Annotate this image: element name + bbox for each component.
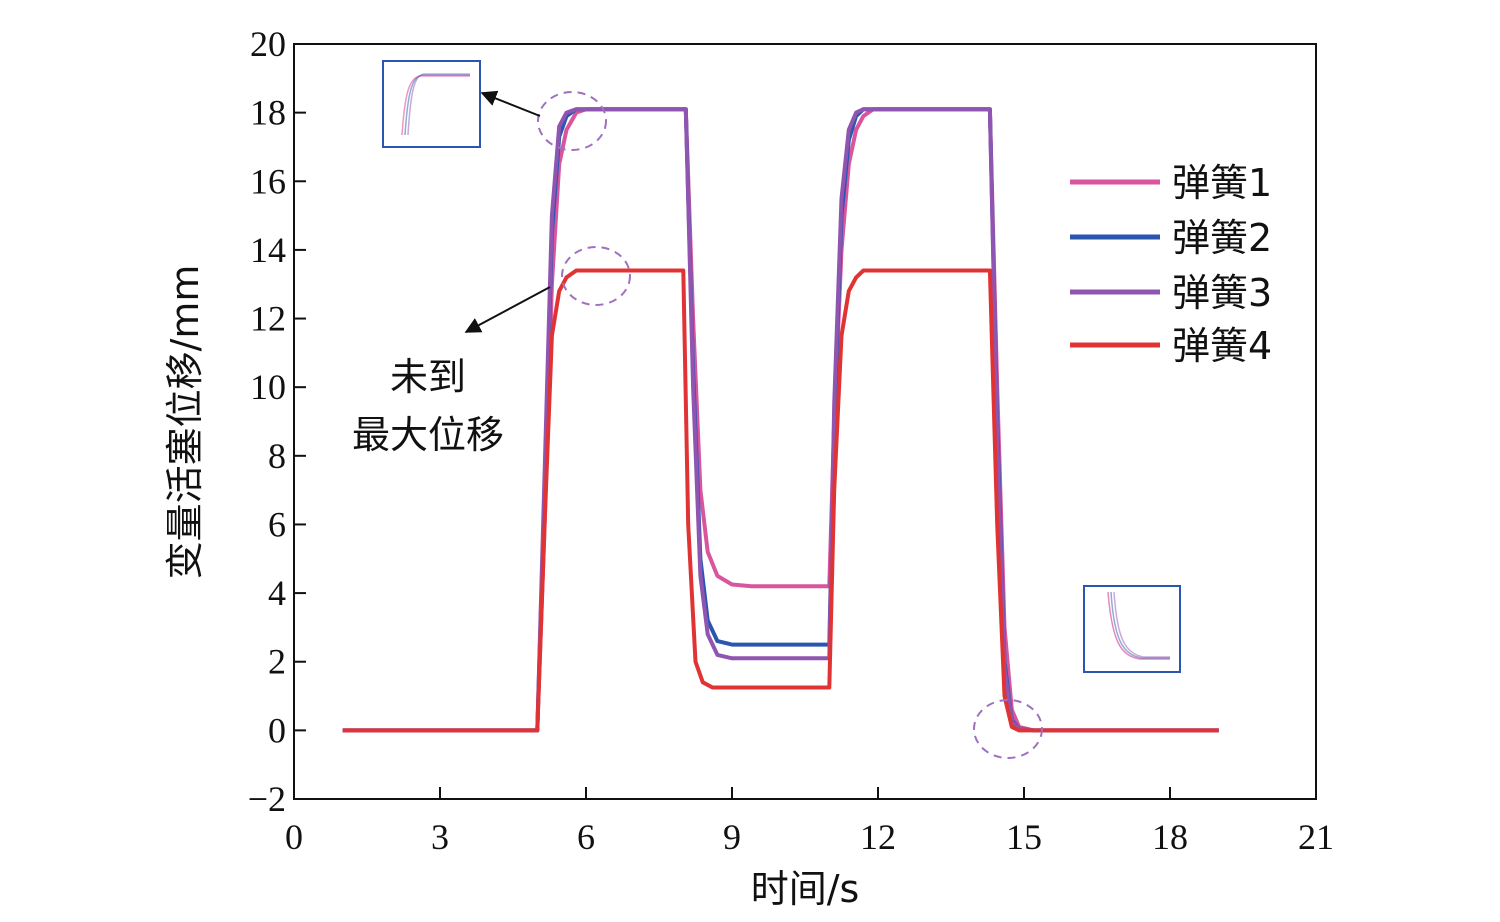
y-tick-label: 0 <box>268 710 286 750</box>
legend: 弹簧1 弹簧2 弹簧3 弹簧4 <box>1070 161 1272 368</box>
highlight-circle-peak <box>537 91 607 151</box>
y-tick-label: 12 <box>250 299 286 339</box>
annotation-line2: 最大位移 <box>352 413 504 457</box>
x-tick-label: 21 <box>1298 817 1334 857</box>
x-tick-label: 12 <box>860 817 896 857</box>
y-tick-label: 2 <box>268 642 286 682</box>
y-tick-label: 8 <box>268 436 286 476</box>
arrow-to-inset <box>480 90 541 117</box>
y-tick-label: 20 <box>250 24 286 64</box>
plot-frame <box>293 43 1317 800</box>
x-tick-label: 15 <box>1006 817 1042 857</box>
series-line-4 <box>342 268 1219 733</box>
zoom-inset-peak <box>382 60 481 148</box>
legend-label-1: 弹簧1 <box>1172 161 1272 205</box>
x-tick-label: 6 <box>577 817 595 857</box>
x-axis-title: 时间/s <box>751 867 860 911</box>
x-tick-label: 3 <box>431 817 449 857</box>
y-tick-label: 10 <box>250 367 286 407</box>
annotation-line1: 未到 <box>390 355 466 399</box>
y-tick-label: 6 <box>268 504 286 544</box>
y-tick-label: 18 <box>250 93 286 133</box>
x-tick-label: 9 <box>723 817 741 857</box>
x-tick-label: 18 <box>1152 817 1188 857</box>
series-line-3 <box>342 107 1219 733</box>
arrow-to-note <box>464 286 551 333</box>
y-tick-label: 14 <box>250 230 286 270</box>
y-tick-label: 16 <box>250 161 286 201</box>
x-tick-label: 0 <box>285 817 303 857</box>
zoom-inset-settle <box>1083 585 1181 673</box>
y-tick-label: −2 <box>248 779 286 819</box>
highlight-circle-spring4 <box>561 246 631 306</box>
y-axis-title: 变量活塞位移/mm <box>163 265 207 580</box>
legend-label-4: 弹簧4 <box>1172 324 1272 368</box>
legend-label-2: 弹簧2 <box>1172 216 1272 260</box>
y-tick-label: 4 <box>268 573 286 613</box>
legend-label-3: 弹簧3 <box>1172 271 1272 315</box>
highlight-circle-settle <box>973 699 1043 759</box>
series-layer <box>342 107 1219 733</box>
